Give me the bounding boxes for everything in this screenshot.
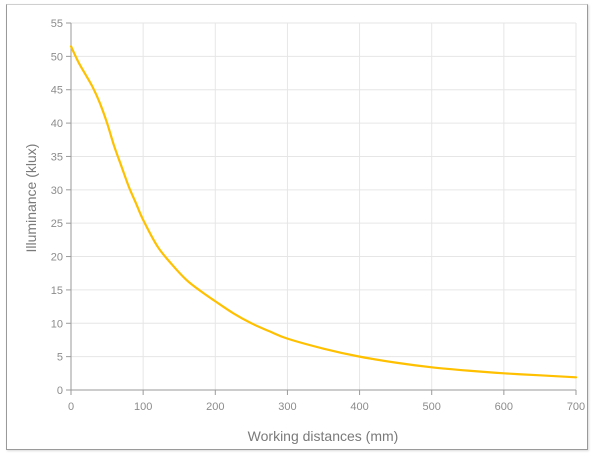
y-tick-label: 15 <box>51 285 63 297</box>
axes <box>66 22 577 395</box>
x-axis-title: Working distances (mm) <box>248 428 399 444</box>
x-tick-label: 400 <box>350 401 368 413</box>
grid-lines <box>71 22 577 390</box>
x-tick-label: 200 <box>206 401 224 413</box>
x-tick-label: 0 <box>68 401 74 413</box>
y-tick-label: 10 <box>51 318 63 330</box>
y-tick-label: 5 <box>57 352 63 364</box>
series-group <box>69 45 578 379</box>
x-tick-labels: 0 100 200 300 400 500 600 700 <box>68 401 585 413</box>
illuminance-series-line <box>69 45 578 379</box>
x-tick-label: 300 <box>278 401 296 413</box>
y-tick-label: 55 <box>51 18 63 30</box>
y-tick-label: 0 <box>57 385 63 397</box>
y-tick-label: 45 <box>51 85 63 97</box>
y-tick-label: 30 <box>51 185 63 197</box>
chart-frame <box>6 4 588 450</box>
x-tick-label: 600 <box>495 401 513 413</box>
x-tick-label: 700 <box>567 401 585 413</box>
y-tick-labels: 0 5 10 15 20 25 30 35 40 45 50 55 <box>51 18 63 397</box>
y-tick-label: 25 <box>51 218 63 230</box>
y-tick-label: 20 <box>51 252 63 264</box>
y-tick-label: 50 <box>51 51 63 63</box>
y-tick-label: 40 <box>51 118 63 130</box>
y-axis-title: Illuminance (klux) <box>23 144 39 253</box>
x-tick-label: 500 <box>423 401 441 413</box>
x-tick-label: 100 <box>134 401 152 413</box>
y-tick-label: 35 <box>51 151 63 163</box>
